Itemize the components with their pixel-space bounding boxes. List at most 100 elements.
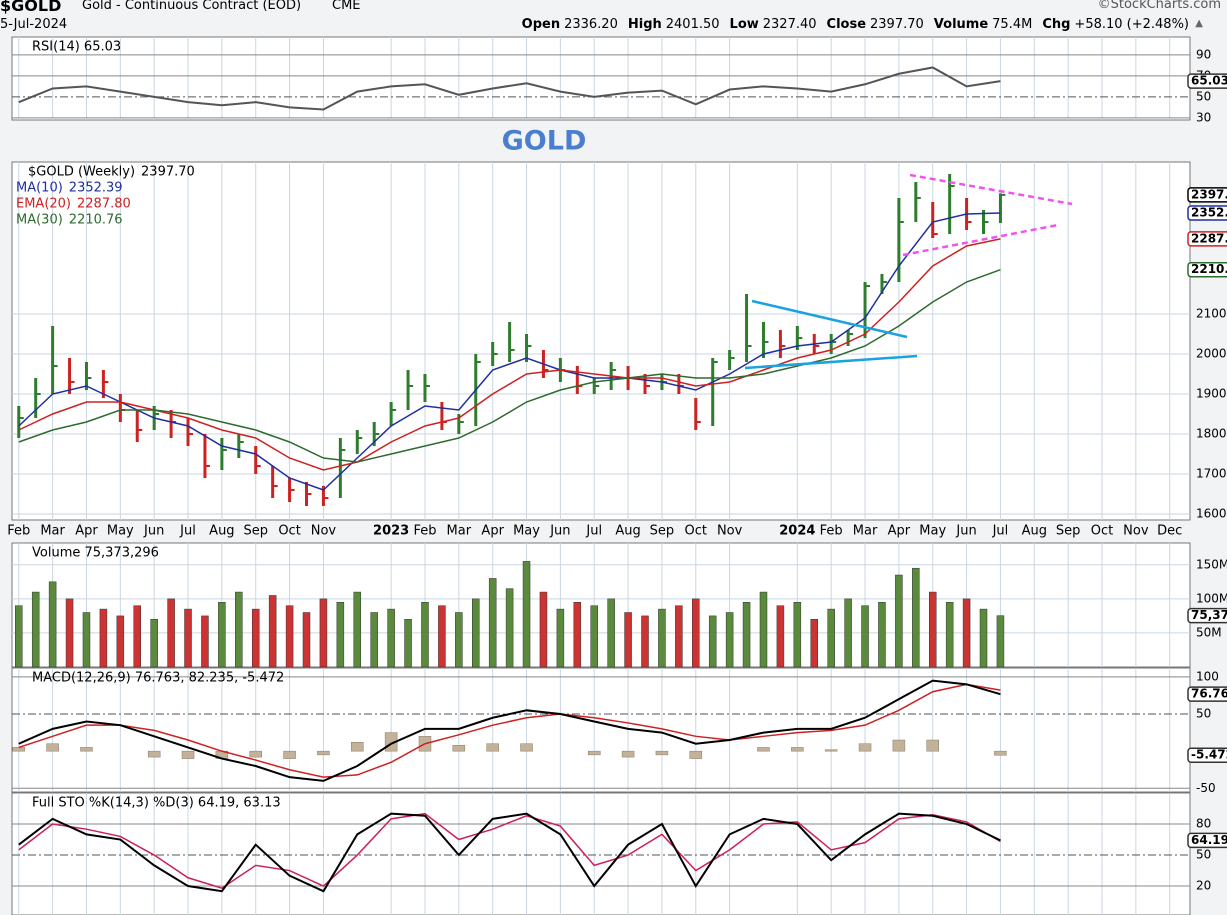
volume-bar	[472, 598, 480, 668]
volume-bar	[928, 591, 937, 668]
histogram-bar	[791, 747, 804, 752]
histogram-bar	[655, 750, 669, 756]
x-tick-label: Aug	[615, 524, 640, 539]
legend-value: 2287.80	[77, 197, 131, 212]
quote-value: 2336.20	[564, 17, 618, 32]
volume-bar	[979, 608, 988, 668]
legend-value: 2352.39	[69, 181, 123, 196]
panel-background	[11, 161, 1191, 521]
volume-bar	[522, 561, 531, 668]
histogram-bar	[994, 750, 1007, 756]
histogram-bar	[892, 739, 906, 752]
panel-title: MACD(12,26,9) 76.763, 82.235, -5.472	[32, 671, 284, 686]
x-tick-label: Nov	[717, 524, 743, 539]
volume-bar	[708, 615, 717, 668]
value-badge	[1187, 261, 1227, 278]
y-tick-label: 1900	[1196, 387, 1227, 401]
volume-bar	[556, 608, 565, 668]
panel-background	[11, 36, 1191, 121]
histogram-bar	[181, 750, 195, 759]
x-tick-label: Nov	[1123, 524, 1149, 539]
x-tick-label: Dec	[1157, 524, 1182, 539]
x-tick-label: 2023	[373, 524, 409, 539]
histogram-bar	[249, 750, 262, 758]
x-tick-label: May	[513, 524, 540, 539]
volume-bar	[810, 619, 819, 668]
y-tick-label: 1700	[1196, 467, 1227, 481]
panel-background	[11, 667, 1191, 793]
volume-bar	[488, 578, 497, 668]
volume-bar	[48, 581, 57, 668]
value-badge-label: 76.763	[1191, 687, 1227, 701]
y-tick-label: 20	[1196, 879, 1211, 893]
volume-bar	[404, 619, 412, 668]
exchange: CME	[332, 0, 361, 13]
volume-bar	[624, 612, 632, 668]
histogram-bar	[12, 747, 26, 752]
volume-bar	[861, 605, 869, 668]
volume-bar	[302, 612, 311, 668]
y-tick-label: 50	[1196, 89, 1211, 103]
trendline	[751, 299, 908, 339]
x-tick-label: Oct	[1091, 524, 1113, 539]
panel-background	[11, 792, 1191, 915]
trendline	[909, 173, 1073, 206]
volume-bar	[912, 567, 920, 668]
volume-bar	[421, 602, 429, 668]
x-tick-label: Feb	[820, 524, 843, 539]
x-tick-label: Mar	[447, 524, 472, 539]
value-badge	[1187, 73, 1227, 89]
x-tick-label: Mar	[40, 524, 65, 539]
x-tick-label: Jun	[955, 524, 976, 539]
legend-name: MA(30)	[16, 213, 63, 228]
indicator-line	[18, 679, 1001, 782]
volume-bar	[962, 598, 971, 668]
quote-value: 2327.40	[762, 17, 817, 32]
volume-bar	[641, 615, 649, 668]
volume-bar	[387, 608, 395, 668]
volume-bar	[438, 605, 446, 668]
panel-title: RSI(14) 65.03	[32, 40, 121, 55]
panel-title: Volume 75,373,296	[32, 546, 159, 561]
y-tick-label: -50	[1196, 781, 1216, 795]
x-tick-label: Apr	[75, 524, 98, 539]
volume-bar	[455, 612, 463, 668]
quote-label: Close	[826, 17, 867, 32]
x-tick-label: May	[919, 524, 946, 539]
value-badge-label: 2287.80	[1191, 231, 1227, 245]
volume-bar	[251, 608, 260, 668]
histogram-bar	[351, 742, 364, 752]
legend-name: $GOLD (Weekly)	[28, 165, 135, 180]
panel-title: Full STO %K(14,3) %D(3) 64.19, 63.13	[32, 796, 281, 811]
histogram-bar	[621, 750, 635, 758]
volume-bar	[184, 608, 192, 668]
change-arrow: ▲	[1195, 18, 1203, 29]
y-tick-label: 30	[1196, 110, 1211, 124]
instrument: Gold - Continuous Contract (EOD)	[82, 0, 302, 13]
value-badge-label: 75,373,296	[1191, 608, 1227, 622]
indicator-line	[18, 66, 1001, 111]
x-tick-label: Mar	[853, 524, 878, 539]
volume-bar	[945, 602, 954, 668]
volume-bar	[827, 608, 835, 668]
histogram-bar	[926, 739, 939, 752]
value-badge	[1187, 747, 1227, 763]
y-tick-label: 1600	[1196, 507, 1227, 521]
volume-bar	[725, 612, 734, 668]
quote-value: 75.4M	[992, 17, 1033, 32]
volume-bar	[895, 574, 903, 668]
y-tick-label: 50	[1196, 707, 1211, 721]
volume-bar	[996, 615, 1005, 668]
quote-label: Open	[521, 17, 561, 32]
volume-bar	[82, 612, 91, 668]
volume-bar	[268, 595, 277, 668]
x-tick-label: 2024	[779, 524, 815, 539]
histogram-bar	[46, 743, 59, 752]
quote-value: +58.10 (+2.48%)	[1074, 17, 1189, 32]
volume-bar	[99, 608, 108, 668]
quote-label: High	[627, 17, 662, 32]
histogram-bar	[587, 750, 601, 756]
x-tick-label: Jul	[179, 524, 196, 539]
